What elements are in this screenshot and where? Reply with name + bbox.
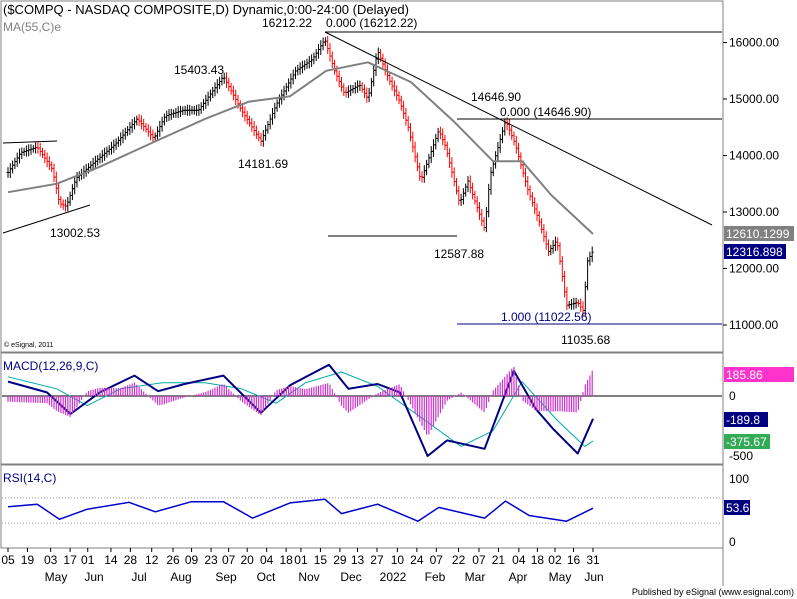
price-tick-label: 12000.00 — [729, 262, 779, 276]
x-day-label: 17 — [63, 553, 77, 567]
x-day-label: 31 — [586, 553, 600, 567]
x-month-label: May — [549, 570, 572, 584]
x-month-label: Jun — [584, 570, 603, 584]
price-tick-label: 16000.00 — [729, 36, 779, 50]
x-day-label: 23 — [204, 553, 218, 567]
trendlines — [2, 31, 722, 325]
x-day-label: 01 — [294, 553, 308, 567]
annotation-fib-14646: 0.000 (14646.90) — [500, 105, 591, 119]
price-tick-label: 13000.00 — [729, 205, 779, 219]
macd-histogram — [7, 367, 593, 435]
x-month-label: Dec — [340, 570, 361, 584]
x-day-label: 15 — [314, 553, 328, 567]
x-month-label: Aug — [170, 570, 191, 584]
price-tick-label: 15000.00 — [729, 92, 779, 106]
x-day-label: 24 — [410, 553, 424, 567]
annotation-13002: 13002.53 — [50, 226, 100, 240]
published-note: Published by eSignal (www.esignal.com) — [632, 587, 794, 597]
x-day-label: 02 — [548, 553, 562, 567]
price-bars — [6, 35, 594, 317]
annotation-fib-low: 1.000 (11022.56) — [501, 310, 592, 324]
x-day-label: 26 — [166, 553, 180, 567]
macd-value-box: -189.8 — [726, 413, 760, 427]
macd-tick-label: 0 — [729, 389, 736, 403]
price-tick-label: 14000.00 — [729, 149, 779, 163]
x-month-label: Mar — [465, 570, 486, 584]
x-month-label: Sep — [215, 570, 237, 584]
x-day-label: 01 — [81, 553, 95, 567]
ma-value-box: 12610.1299 — [726, 227, 790, 241]
x-month-label: Jul — [131, 570, 146, 584]
x-day-label: 05 — [1, 553, 15, 567]
x-day-label: 19 — [21, 553, 35, 567]
price-bar — [590, 246, 594, 263]
rsi-tick-label: 100 — [729, 472, 749, 486]
price-tick-label: 11000.00 — [729, 318, 778, 332]
rsi-line — [7, 498, 594, 522]
macd-label: MACD(12,26,9,C) — [3, 359, 98, 373]
macd-signal-line — [7, 371, 594, 447]
x-month-label: Oct — [257, 570, 276, 584]
x-month-label: Nov — [298, 570, 319, 584]
annotation-fib-high: 0.000 (16212.22) — [326, 16, 417, 30]
x-day-label: 04 — [260, 553, 274, 567]
histogram-value-box: 185.86 — [726, 368, 763, 382]
x-month-label: May — [45, 570, 68, 584]
copyright: © eSignal, 2011 — [4, 341, 54, 349]
x-day-label: 18 — [531, 553, 545, 567]
price-annotations: 16212.22 0.000 (16212.22) 15403.43 14646… — [50, 16, 610, 347]
price-value-box: 12316.898 — [726, 245, 783, 259]
macd-tick-label: -500 — [729, 449, 753, 463]
rsi-value-box: 53.6 — [726, 501, 750, 515]
x-day-label: 03 — [44, 553, 58, 567]
x-day-label: 10 — [391, 553, 405, 567]
annotation-low: 11035.68 — [561, 333, 610, 347]
annotation-12587: 12587.88 — [434, 247, 484, 261]
x-day-label: 12 — [145, 553, 159, 567]
x-axis: 05 19 03 17 01 14 28 12 26 09 23 07 20 04 18 01 15 29 13 27… — [1, 548, 604, 584]
annotation-14646: 14646.90 — [471, 90, 521, 104]
x-day-label: 20 — [241, 553, 255, 567]
x-month-label: Jun — [84, 570, 103, 584]
x-day-label: 13 — [351, 553, 365, 567]
ma-label: MA(55,C)e — [3, 20, 61, 34]
x-day-label: 14 — [104, 553, 118, 567]
moving-average-line — [7, 61, 594, 235]
annotation-high: 16212.22 — [262, 16, 312, 30]
x-day-label: 16 — [567, 553, 581, 567]
x-day-label: 07 — [472, 553, 486, 567]
macd-line — [7, 363, 594, 457]
rsi-tick-label: 0 — [729, 535, 736, 549]
x-day-label: 18 — [279, 553, 293, 567]
x-day-label: 07 — [430, 553, 444, 567]
value-boxes: 12610.1299 12316.898 185.86 -189.8 -375.… — [724, 226, 794, 515]
annotation-14181: 14181.69 — [238, 157, 288, 171]
rsi-label: RSI(14,C) — [3, 471, 56, 485]
x-day-label: 28 — [124, 553, 138, 567]
x-day-label: 04 — [512, 553, 526, 567]
x-day-label: 27 — [370, 553, 384, 567]
x-day-label: 07 — [222, 553, 236, 567]
chart-title: ($COMPQ - NASDAQ COMPOSITE,D) Dynamic,0:… — [3, 2, 409, 17]
x-month-label: Feb — [425, 570, 446, 584]
signal-value-box: -375.67 — [726, 435, 767, 449]
annotation-15403: 15403.43 — [174, 63, 224, 77]
x-day-label: 21 — [492, 553, 506, 567]
x-month-label: Apr — [509, 570, 528, 584]
x-day-label: 29 — [333, 553, 347, 567]
x-day-label: 22 — [452, 553, 466, 567]
x-month-label: 2022 — [380, 570, 407, 584]
x-day-label: 09 — [185, 553, 199, 567]
